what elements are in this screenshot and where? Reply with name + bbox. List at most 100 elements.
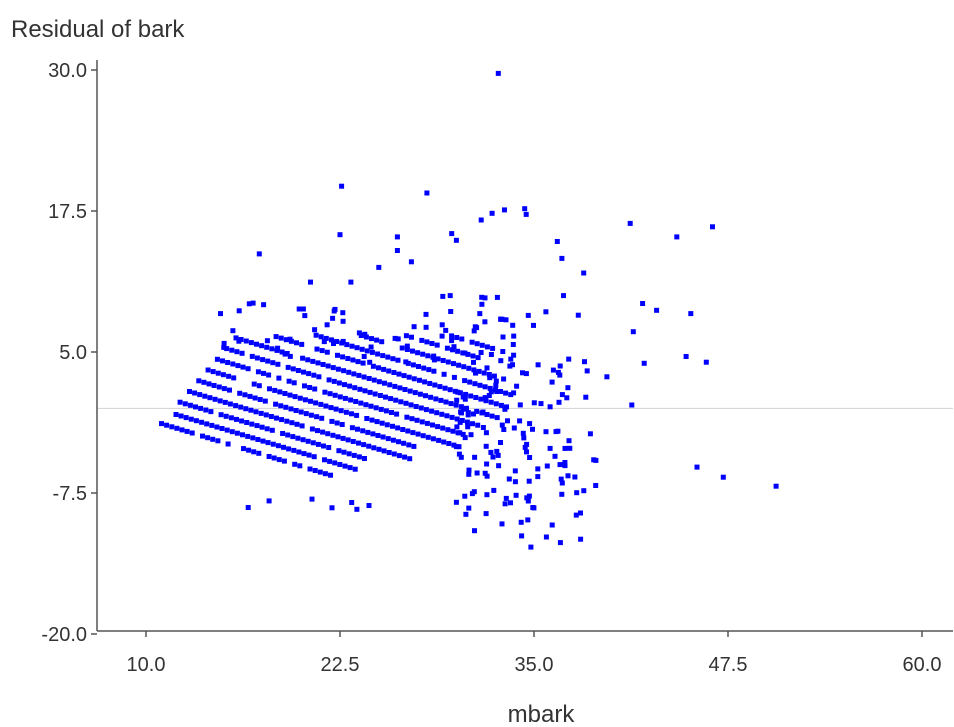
scatter-point <box>472 381 478 387</box>
scatter-point <box>475 355 481 361</box>
scatter-point <box>169 424 175 430</box>
scatter-point <box>369 349 375 355</box>
scatter-point <box>431 353 437 359</box>
scatter-point <box>419 337 425 343</box>
scatter-point <box>340 338 346 344</box>
scatter-point <box>391 370 397 375</box>
scatter-point <box>517 402 523 408</box>
scatter-point <box>450 347 455 353</box>
scatter-point <box>221 386 227 392</box>
scatter-point <box>458 454 464 460</box>
scatter-point <box>491 487 497 493</box>
scatter-point <box>282 391 288 396</box>
scatter-point <box>522 444 528 450</box>
scatter-point <box>578 536 584 542</box>
scatter-point <box>498 440 503 445</box>
scatter-point <box>423 407 429 413</box>
scatter-point <box>366 443 372 449</box>
scatter-point <box>247 393 253 399</box>
scatter-point <box>346 369 352 375</box>
scatter-point <box>502 406 508 412</box>
scatter-point <box>356 440 361 446</box>
scatter-point <box>188 416 194 422</box>
scatter-point <box>470 421 475 427</box>
scatter-point <box>234 416 239 422</box>
scatter-point <box>234 430 240 436</box>
scatter-point <box>233 403 239 409</box>
scatter-point <box>219 426 225 431</box>
scatter-point <box>477 311 483 317</box>
scatter-point <box>583 394 589 400</box>
scatter-point <box>464 419 470 425</box>
scatter-point <box>411 324 417 330</box>
scatter-point <box>210 436 216 442</box>
x-tick-label: 35.0 <box>515 654 554 676</box>
scatter-point <box>402 454 408 460</box>
scatter-point <box>375 433 381 438</box>
scatter-point <box>565 385 571 391</box>
scatter-point <box>259 424 265 430</box>
scatter-point <box>510 322 516 328</box>
scatter-point <box>484 344 490 350</box>
scatter-point <box>237 390 243 396</box>
scatter-point <box>581 488 587 494</box>
scatter-point <box>221 344 227 350</box>
x-axis-label: mbark <box>508 701 576 727</box>
x-tick-label: 10.0 <box>127 654 166 676</box>
scatter-point <box>498 402 504 408</box>
scatter-point <box>322 471 328 477</box>
scatter-point <box>380 353 386 359</box>
scatter-point <box>397 385 403 391</box>
scatter-point <box>562 460 568 465</box>
scatter-point <box>287 336 293 342</box>
scatter-point <box>411 443 417 449</box>
scatter-point <box>214 424 220 430</box>
scatter-point <box>522 206 528 212</box>
scatter-point <box>491 373 497 379</box>
scatter-point <box>451 361 456 367</box>
scatter-point <box>468 432 474 438</box>
scatter-point <box>460 394 466 400</box>
scatter-point <box>366 376 372 381</box>
scatter-point <box>215 438 221 444</box>
scatter-point <box>321 443 326 449</box>
scatter-point <box>629 402 635 408</box>
scatter-point <box>355 359 361 365</box>
scatter-point <box>348 397 354 403</box>
scatter-point <box>499 422 505 428</box>
scatter-point <box>371 445 377 451</box>
scatter-point <box>254 423 260 429</box>
scatter-point <box>430 436 436 442</box>
scatter-point <box>347 465 353 471</box>
scatter-point <box>204 421 210 427</box>
scatter-point <box>482 295 488 301</box>
scatter-point <box>408 402 414 408</box>
scatter-point <box>510 342 516 347</box>
scatter-point <box>400 427 406 432</box>
scatter-point <box>339 422 345 427</box>
scatter-point <box>503 317 509 323</box>
scatter-point <box>471 411 476 417</box>
scatter-point <box>278 335 284 341</box>
scatter-point <box>374 337 380 343</box>
scatter-point <box>396 439 401 445</box>
scatter-point <box>380 434 386 440</box>
scatter-point <box>423 393 428 399</box>
scatter-point <box>424 420 430 426</box>
scatter-point <box>512 479 518 485</box>
scatter-point <box>630 329 636 335</box>
scatter-point <box>326 445 332 450</box>
scatter-point <box>479 294 485 300</box>
scatter-point <box>330 432 336 438</box>
scatter-point <box>372 391 378 397</box>
scatter-point <box>547 404 553 410</box>
scatter-point <box>481 370 487 376</box>
scatter-point <box>431 357 437 363</box>
scatter-point <box>465 424 471 430</box>
scatter-point <box>521 435 527 441</box>
scatter-point <box>245 366 251 372</box>
scatter-point <box>344 342 350 348</box>
scatter-point <box>406 374 412 380</box>
scatter-point <box>486 372 492 377</box>
scatter-point <box>250 435 256 441</box>
